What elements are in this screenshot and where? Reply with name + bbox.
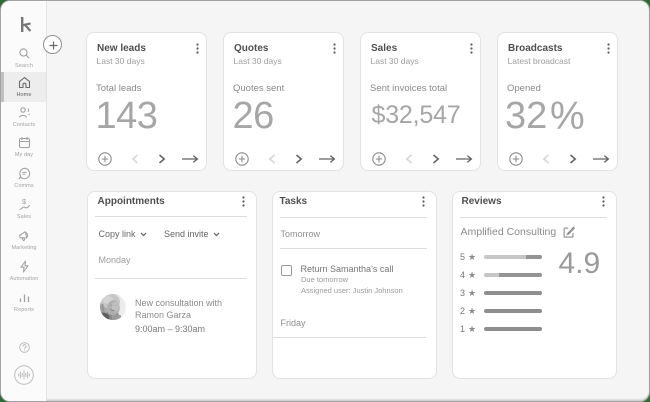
svg-text:$: $ [22, 198, 27, 206]
